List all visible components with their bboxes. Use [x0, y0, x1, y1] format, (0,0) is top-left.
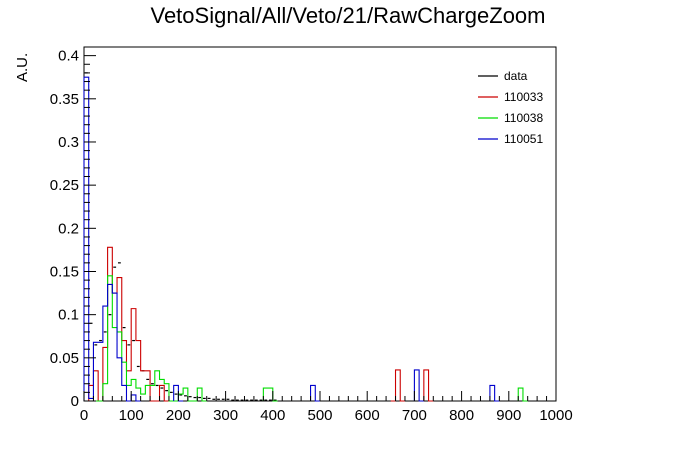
x-tick-label: 600: [355, 407, 380, 424]
plot-frame: [83, 46, 557, 402]
axes-layer: 0 100 200 300 400 500 600 700 800 900 1000 0 0.05 0.1…: [50, 48, 573, 424]
x-tick-label: 400: [260, 407, 285, 424]
legend-label: 110033: [504, 90, 543, 104]
y-tick-label: 0.1: [58, 307, 79, 324]
series-110051: [83, 76, 500, 402]
legend-label: 110038: [504, 111, 543, 125]
x-tick-label: 0: [80, 407, 88, 424]
y-tick-label: 0.2: [58, 220, 79, 237]
x-tick-label: 1000: [539, 407, 572, 424]
y-tick-label: 0.4: [58, 48, 79, 65]
x-tick-label: 300: [213, 407, 238, 424]
x-tick-label: 900: [496, 407, 521, 424]
x-tick-label: 500: [307, 407, 332, 424]
y-tick-label: 0.05: [50, 350, 79, 367]
x-tick-label: 700: [402, 407, 427, 424]
y-tick-label: 0.15: [50, 263, 79, 280]
series-line: [83, 76, 500, 402]
x-tick-label: 800: [449, 407, 474, 424]
y-axis-label: A.U.: [14, 53, 31, 82]
x-tick-label: 200: [166, 407, 191, 424]
y-tick-label: 0.3: [58, 134, 79, 151]
series-line: [84, 246, 434, 402]
y-tick-label: 0.35: [50, 91, 79, 108]
y-tick-label: 0: [71, 393, 79, 410]
chart-title: VetoSignal/All/Veto/21/RawChargeZoom: [150, 3, 545, 28]
legend: data 110033 110038 110051: [478, 69, 543, 146]
legend-label: 110051: [504, 132, 543, 146]
y-tick-label: 0.25: [50, 177, 79, 194]
series-layer: [83, 72, 528, 402]
series-data: [84, 72, 277, 401]
x-tick-label: 100: [119, 407, 144, 424]
series-110033: [84, 246, 434, 402]
legend-label: data: [504, 69, 528, 83]
